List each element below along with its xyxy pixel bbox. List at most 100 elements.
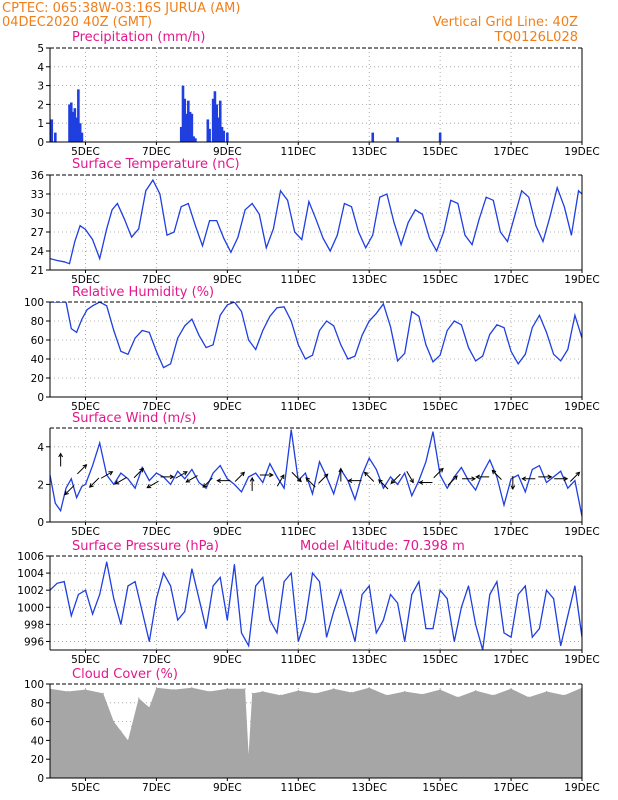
wind-arrow [100,471,114,479]
series-point [297,640,299,642]
cloud-cover-point [279,694,282,696]
wind-arrow [521,476,536,482]
wind-arrow-shaft [569,471,580,482]
series-group [50,85,442,142]
cloud-cover-point [127,739,129,742]
wind-arrow [538,474,553,480]
series-group [50,302,582,369]
series-point [283,487,285,489]
cloud-cover-point [120,730,122,732]
precip-bar [54,132,57,142]
cloud-cover-point [102,692,104,695]
series-point [205,628,207,630]
series-point [162,367,164,369]
wind-arrow-head [471,476,477,482]
wind-arrow [133,467,145,479]
series-point [397,360,399,362]
series-point [290,429,292,431]
wind-arrow-shaft [276,474,285,487]
y-tick-label: 4 [37,62,44,74]
series-point [457,203,459,204]
wind-arrow-head [563,476,569,482]
series-point [492,199,494,201]
series-point [322,237,324,239]
series-point [116,203,118,204]
series-point [446,487,448,489]
precip-bar [192,136,195,142]
series-point [347,615,349,617]
series-point [170,363,172,365]
series-point [542,241,544,242]
x-tick-label: 9DEC [213,274,242,286]
series-point [170,483,172,485]
precip-bar [206,119,210,142]
series-point [418,315,420,317]
series-point [499,231,501,233]
series-point [382,303,384,305]
series-point [223,237,225,239]
series-point [56,260,58,261]
series-point [184,478,186,480]
series-point [361,334,363,336]
precip-bar [396,137,399,142]
precip-bar [211,98,215,142]
series-point [111,209,113,211]
wind-arrow-head [363,471,369,477]
y-tick-label: 4 [37,442,44,454]
series-point [308,201,310,203]
series-point [375,632,377,634]
series-point [219,465,221,467]
cloud-cover-point [67,690,69,693]
series-point [251,203,253,204]
series-point [226,304,228,306]
series-point [432,431,434,433]
series-point [248,645,250,647]
series-point [177,470,179,472]
series-point [255,585,257,587]
y-tick-label: 1000 [17,602,44,614]
cloud-cover-point [386,694,388,696]
precip-bar [181,85,185,142]
series-point [560,360,562,362]
series-point [404,472,406,474]
x-tick-label: 5DEC [71,526,100,538]
series-point [311,493,313,495]
wind-arrow [276,474,285,487]
series-point [404,640,406,642]
cloud-cover-point [130,725,133,727]
series-point [113,598,115,600]
series-point [216,220,218,222]
series-point [446,598,448,600]
precip-bar [222,130,226,142]
series-point [343,203,345,204]
series-point [468,585,470,587]
series-point [92,305,94,307]
y-tick-label: 0 [37,517,44,529]
panel-0: 0 1 2 3 4 5 5DEC 7DEC 9DEC 11DEC 13DEC 15DEC 17DEC 19… [37,30,599,158]
series-point [478,218,480,220]
y-tick-label: 40 [31,735,44,747]
series-point [517,593,519,595]
panel-3: 0 2 4 5DEC 7DEC 9DEC 11DEC 13DEC 15DEC 17DEC 19DEC… [37,411,599,538]
wind-arrow-head [305,477,311,482]
series-point [361,593,363,595]
series-point [425,344,427,346]
series-point [333,493,335,495]
series-point [411,311,413,312]
series-point [489,593,491,595]
wind-arrow-head [418,480,424,485]
cloud-cover-point [244,688,246,690]
series-point [81,485,83,487]
series-point [276,632,278,634]
series-point [418,581,420,583]
series-point [531,327,533,329]
series-point [315,218,317,220]
y-tick-label: 1 [37,118,44,130]
wind-arrow [338,467,344,482]
series-point [269,619,271,621]
wind-arrow-head [378,479,383,484]
series-point [241,311,243,312]
wind-arrow-shaft [202,477,213,488]
series-point [269,463,271,465]
x-tick-label: 7DEC [142,782,171,794]
